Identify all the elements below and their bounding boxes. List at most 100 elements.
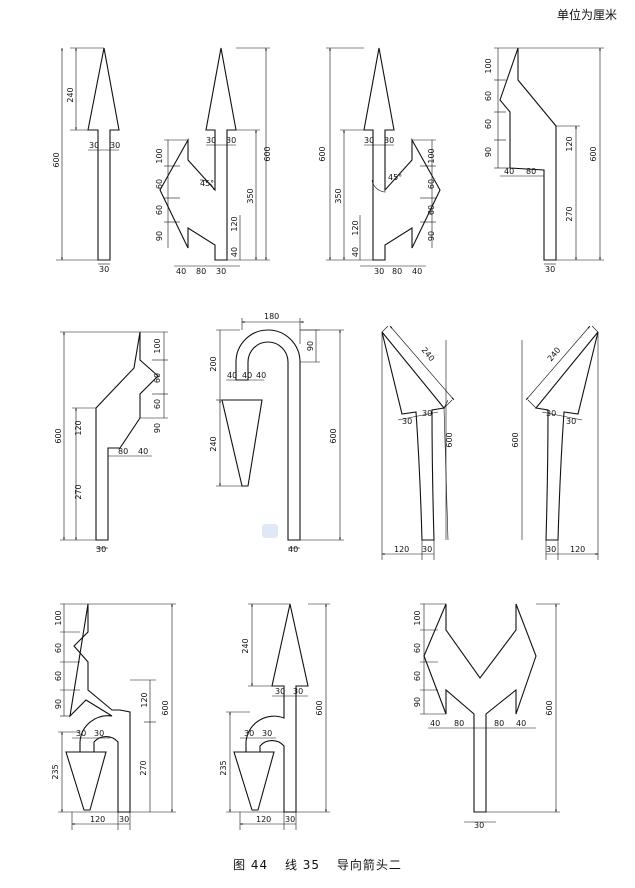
dim-label: 30 [110,141,120,150]
dim-label: 30 [566,417,576,426]
arrow-outline [159,47,237,261]
dim-label: 30 [244,729,254,738]
dim-label: 90 [153,423,162,433]
dim-label: 120 [74,420,83,435]
dim-label: 40 [288,545,298,554]
dim-label: 60 [153,399,162,409]
dim-label: 60 [413,671,422,681]
unit-note: 单位为厘米 [556,8,617,22]
dim-label: 200 [209,356,218,371]
dim-label: 120 [140,692,149,707]
dim-label: 100 [155,148,164,163]
dim-label: 40 [227,371,237,380]
dim-label: 30 [216,267,226,276]
dim-label: 60 [153,373,162,383]
dim-label: 40 [430,719,440,728]
diagram-straight-or-left-arrow: 30 30 100 60 60 90 45° 120 350 40 600 40… [155,47,272,276]
dim-label: 80 [196,267,206,276]
dim-label: 270 [139,760,148,775]
dim-label: 600 [318,146,327,161]
dim-label: 90 [427,231,436,241]
diagram-straight-or-merge-left-arrow: 100 60 60 90 40 80 120 270 600 30 [484,47,604,274]
dim-label: 30 [402,417,412,426]
dim-label: 350 [334,188,343,203]
dim-label: 40 [412,267,422,276]
dim-label: 600 [545,700,554,715]
dim-label: 240 [66,87,75,102]
dim-label: 240 [241,638,250,653]
dim-label: 600 [263,146,272,161]
dim-label: 100 [54,610,63,625]
dim-label: 120 [351,220,360,235]
dim-label: 40 [242,371,252,380]
dim-label: 40 [176,267,186,276]
diagram-curve-right-arrow: 240 30 30 600 30 120 [511,325,599,560]
figure-caption: 图 44 线 35 导向箭头二 [0,856,635,873]
arrow-outline [423,603,537,813]
dim-label: 90 [155,231,164,241]
dim-label: 30 [76,729,86,738]
dim-label: 240 [420,346,437,363]
dim-label: 30 [293,687,303,696]
dim-label: 120 [230,216,239,231]
dim-label: 80 [494,719,504,728]
arrow-outline [69,603,131,813]
arrow-outline [235,329,301,541]
dim-label: 30 [89,141,99,150]
arrow-outline [245,603,309,813]
dim-label: 30 [422,545,432,554]
dim-label: 60 [413,643,422,653]
dim-label: 80 [454,719,464,728]
dim-label: 240 [209,436,218,451]
dim-label: 100 [427,148,436,163]
dim-label: 80 [526,167,536,176]
dim-label: 80 [392,267,402,276]
dim-label: 30 [275,687,285,696]
dim-label: 60 [484,119,493,129]
dim-label: 90 [306,341,315,351]
dim-label: 600 [329,428,338,443]
dim-label: 120 [565,136,574,151]
dim-label: 350 [246,188,255,203]
arrow-drawings: 240 600 30 30 30 30 30 100 60 60 90 45° … [51,47,604,830]
dim-label: 60 [54,643,63,653]
dim-label: 600 [589,146,598,161]
diagram-straight-arrow: 240 600 30 30 30 [52,47,120,274]
dim-label: 30 [99,265,109,274]
diagram-curve-left-arrow: 240 30 30 600 120 30 [381,325,455,560]
dim-label: 40 [516,719,526,728]
dim-label: 235 [219,760,228,775]
dim-label: 270 [74,484,83,499]
diagram-straight-or-right-arrow: 30 30 100 60 60 90 45° 120 350 40 600 30… [318,47,441,276]
dim-label: 100 [413,610,422,625]
dim-label: 120 [90,815,105,824]
dim-label: 40 [504,167,514,176]
diagram-left-or-right-arrow: 100 60 60 90 40 80 80 40 600 30 [413,603,560,830]
dim-label: 80 [118,447,128,456]
dim-label: 30 [364,136,374,145]
dim-label: 30 [545,265,555,274]
dim-label: 60 [54,671,63,681]
dim-label: 60 [155,205,164,215]
arrow-head [233,751,275,811]
dim-label: 30 [546,409,556,418]
arrow-head [221,399,263,487]
diagram-u-turn-arrow: 180 90 200 40 40 40 240 600 40 [209,312,344,554]
dim-label: 90 [484,147,493,157]
dim-label: 30 [546,545,556,554]
diagram-merge-left-arrow: 100 60 60 90 120 80 40 270 600 30 [54,331,168,554]
dim-label: 100 [153,338,162,353]
dim-label: 40 [351,247,360,257]
line-number: 线 35 [284,858,321,872]
dim-label: 100 [484,58,493,73]
dim-label: 30 [94,729,104,738]
dim-label: 600 [315,700,324,715]
dim-label: 600 [511,432,520,447]
dim-label: 600 [161,700,170,715]
dim-label: 60 [484,91,493,101]
figure-title: 导向箭头二 [336,858,402,872]
arrow-outline [95,331,159,541]
dim-label: 120 [394,545,409,554]
diagram-merge-left-and-u-turn-arrow: 100 60 60 90 30 30 120 235 270 600 120 3… [51,603,176,830]
dim-label: 30 [374,267,384,276]
